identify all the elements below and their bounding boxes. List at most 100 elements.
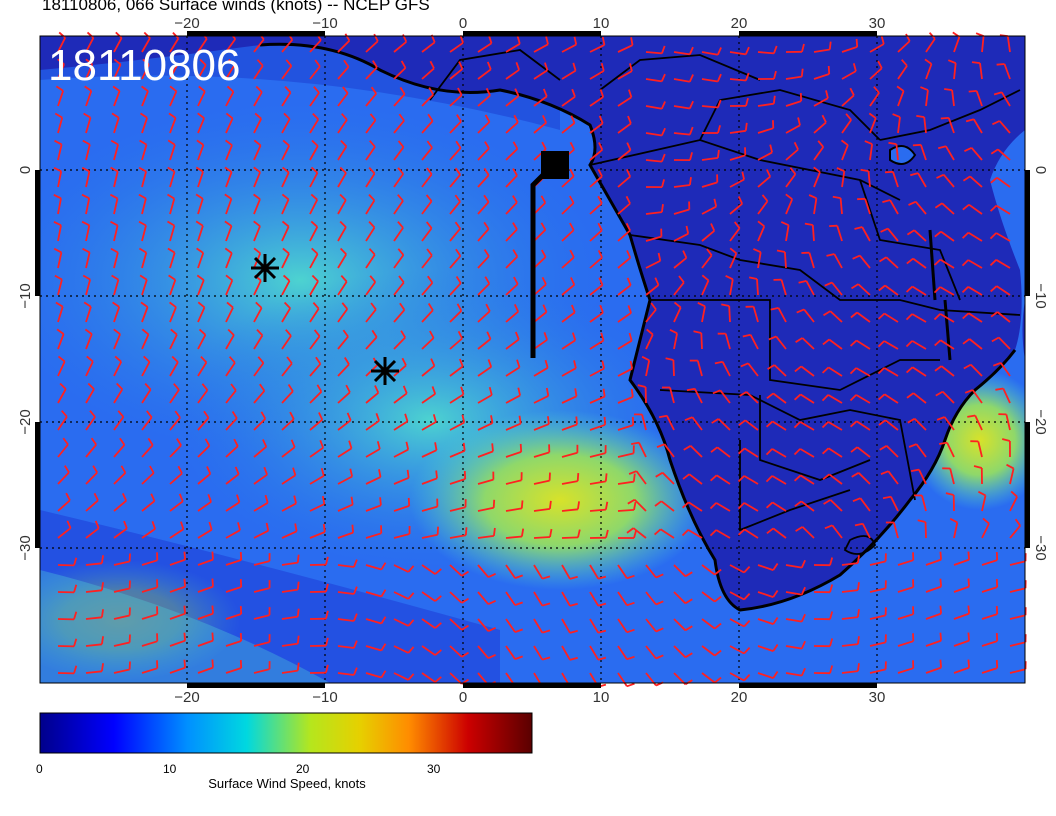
wind-barb-shaft	[883, 367, 899, 377]
wind-barb-shaft	[449, 672, 463, 685]
wind-barb-shaft	[589, 591, 599, 607]
wind-barb-shaft	[393, 309, 406, 323]
wind-barb-feather	[455, 140, 462, 149]
wind-barb-shaft	[561, 618, 571, 634]
wind-barb-shaft	[505, 69, 520, 80]
wind-barb-shaft	[785, 564, 802, 569]
wind-barb-shaft	[940, 339, 955, 350]
wind-barb-shaft	[337, 199, 347, 215]
wind-barb-feather	[598, 277, 604, 286]
wind-barb-shaft	[393, 645, 409, 654]
wind-barb-feather	[654, 277, 660, 286]
wind-barb-shaft	[869, 92, 880, 107]
wind-barb-feather	[483, 194, 490, 203]
wind-barb-feather	[311, 247, 319, 255]
wind-barb-feather	[655, 627, 664, 633]
wind-barb-shaft	[617, 396, 634, 404]
wind-barb-shaft	[505, 645, 516, 660]
wind-barb-shaft	[505, 422, 522, 431]
wind-barb-feather	[625, 222, 631, 231]
wind-barb-feather	[569, 575, 578, 580]
wind-barb-feather	[684, 652, 693, 659]
wind-barb-shaft	[533, 508, 551, 512]
wind-barb-shaft	[281, 502, 297, 512]
wind-barb-shaft	[197, 91, 206, 107]
wind-barb-shaft	[673, 232, 689, 242]
wind-barb-shaft	[141, 586, 158, 593]
wind-barb-shaft	[57, 198, 62, 215]
wind-barb-shaft	[729, 564, 745, 574]
wind-barb-shaft	[800, 365, 815, 377]
wind-barb-feather	[111, 112, 120, 119]
wind-barb-feather	[117, 410, 125, 418]
marker-square	[541, 151, 569, 179]
wind-barb-feather	[55, 301, 64, 308]
wind-barb-feather	[990, 285, 998, 293]
wind-barb-feather	[541, 141, 547, 150]
wind-barb-shaft	[841, 119, 852, 134]
wind-barb-feather	[289, 411, 295, 420]
wind-barb-feather	[967, 414, 976, 418]
wind-barb-shaft	[701, 230, 715, 242]
wind-barb-shaft	[945, 145, 955, 161]
wind-barb-shaft	[914, 418, 927, 431]
wind-barb-feather	[939, 578, 942, 587]
wind-barb-feather	[313, 86, 320, 94]
wind-barb-feather	[426, 167, 433, 175]
wind-barb-shaft	[85, 171, 91, 188]
wind-barb-feather	[995, 387, 1004, 391]
wind-barb-feather	[855, 38, 859, 47]
wind-barb-feather	[121, 493, 128, 502]
wind-barb-feather	[516, 359, 521, 368]
wind-barb-shaft	[869, 614, 886, 620]
wind-barb-shaft	[281, 307, 291, 323]
wind-barb-feather	[110, 220, 119, 227]
wind-barb-shaft	[841, 70, 857, 80]
lat-tick-left-3: −20	[17, 409, 34, 434]
wind-barb-shaft	[892, 171, 899, 188]
wind-barb-feather	[325, 556, 329, 565]
wind-barb-shaft	[912, 366, 927, 377]
wind-barb-feather	[296, 581, 300, 590]
wind-barb-shaft	[225, 38, 237, 53]
wind-barb-feather	[353, 613, 358, 622]
wind-barb-feather	[346, 412, 352, 421]
wind-barb-shaft	[197, 38, 208, 53]
wind-barb-feather	[572, 62, 577, 71]
wind-barb-shaft	[533, 645, 544, 661]
wind-barb-shaft	[533, 479, 550, 485]
wind-barb-shaft	[85, 279, 91, 296]
wind-barb-shaft	[337, 672, 355, 676]
wind-barb-shaft	[941, 202, 955, 215]
wind-barb-feather	[939, 632, 942, 641]
wind-barb-shaft	[701, 78, 718, 83]
wind-barb-shaft	[505, 95, 520, 107]
wind-barb-shaft	[197, 558, 214, 566]
wind-barb-shaft	[85, 670, 102, 674]
wind-barb-feather	[92, 465, 98, 473]
wind-barb-feather	[789, 167, 797, 175]
wind-barb-feather	[513, 114, 519, 123]
wind-barb-feather	[646, 328, 654, 336]
wind-barb-feather	[397, 221, 404, 229]
wind-barb-shaft	[939, 286, 955, 296]
wind-barb-shaft	[645, 51, 662, 55]
wind-barb-shaft	[561, 645, 571, 661]
wind-barb-shaft	[393, 533, 410, 539]
wind-barb-shaft	[747, 362, 759, 377]
wind-barb-feather	[990, 148, 999, 155]
wind-barb-feather	[829, 638, 834, 647]
wind-barb-feather	[905, 340, 913, 348]
wind-barb-shaft	[953, 36, 961, 53]
wind-barb-feather	[407, 673, 415, 681]
wind-barb-feather	[772, 95, 776, 104]
wind-barb-shaft	[645, 308, 657, 323]
wind-barb-shaft	[421, 173, 433, 188]
wind-barb-shaft	[421, 67, 435, 80]
wind-barb-shaft	[884, 419, 899, 431]
wind-barb-shaft	[856, 446, 871, 458]
wind-barb-shaft	[225, 225, 233, 242]
wind-barb-shaft	[85, 117, 92, 134]
wind-barb-feather	[682, 250, 688, 259]
wind-barb-shaft	[885, 445, 899, 458]
